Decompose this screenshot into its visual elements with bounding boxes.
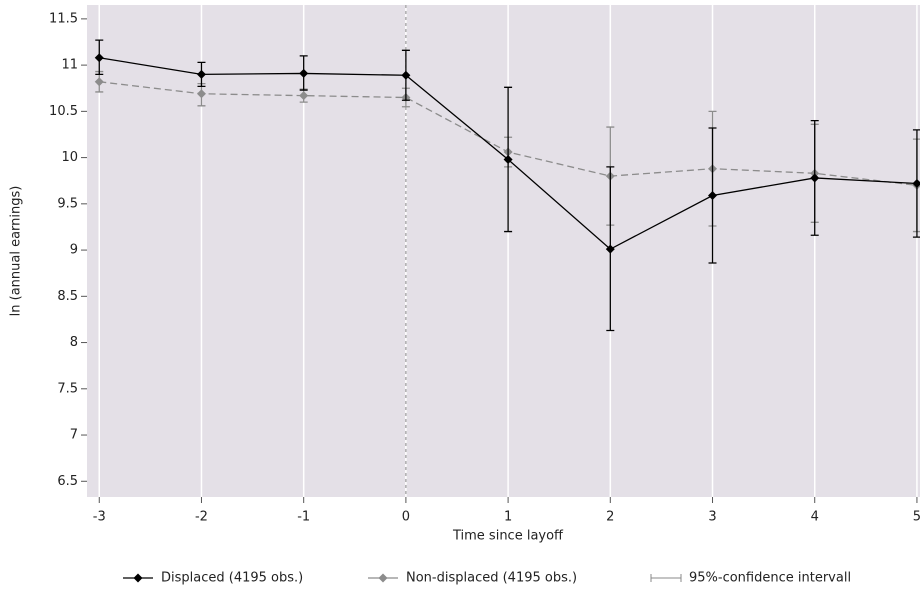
point [708, 191, 718, 201]
y-axis-label: ln (annual earnings) [9, 186, 24, 317]
legend-label: 95%-confidence intervall [689, 571, 851, 586]
point [503, 154, 513, 164]
x-tick-label: 1 [504, 510, 512, 525]
y-tick-label: 8 [70, 335, 78, 350]
y-tick-label: 11.5 [49, 11, 78, 26]
point [94, 77, 104, 87]
legend-label: Non-displaced (4195 obs.) [406, 571, 577, 586]
x-tick-label: 2 [606, 510, 614, 525]
point [605, 244, 615, 254]
y-tick-label: 10.5 [49, 104, 78, 119]
legend-ci [650, 574, 682, 582]
x-tick-label: -1 [297, 510, 310, 525]
y-tick-label: 10 [61, 150, 78, 165]
point [810, 173, 820, 183]
x-tick-label: -3 [93, 510, 106, 525]
point [196, 69, 206, 79]
y-tick-label: 6.5 [57, 474, 78, 489]
legend-marker [378, 573, 388, 583]
y-tick-label: 7.5 [57, 381, 78, 396]
plot-background [87, 5, 920, 497]
legend-marker [133, 573, 143, 583]
x-tick-label: 0 [402, 510, 410, 525]
x-tick-label: -2 [195, 510, 208, 525]
y-tick-label: 11 [61, 58, 78, 73]
x-axis-label: Time since layoff [452, 529, 564, 544]
point [912, 178, 920, 188]
point [196, 89, 206, 99]
x-tick-label: 4 [811, 510, 819, 525]
point [401, 70, 411, 80]
x-tick-label: 5 [913, 510, 920, 525]
point [94, 53, 104, 63]
y-tick-label: 9 [70, 243, 78, 258]
point [299, 91, 309, 101]
point [299, 68, 309, 78]
y-tick-label: 7 [70, 428, 78, 443]
x-tick-label: 3 [708, 510, 716, 525]
y-tick-label: 8.5 [57, 289, 78, 304]
legend-label: Displaced (4195 obs.) [161, 571, 303, 586]
y-tick-label: 9.5 [57, 196, 78, 211]
